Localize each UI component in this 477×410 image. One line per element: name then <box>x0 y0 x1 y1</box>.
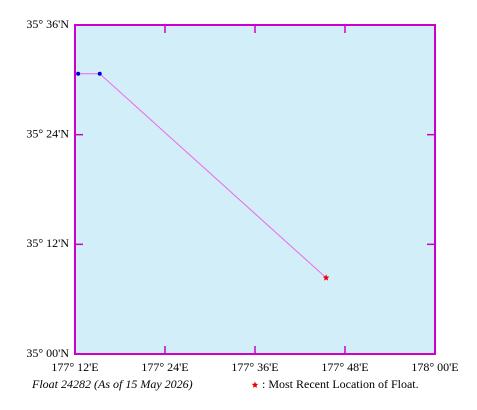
x-tick-label: 177° 12'E <box>51 360 98 374</box>
float-location <box>97 71 102 76</box>
x-tick-label: 178° 00'E <box>411 360 458 374</box>
latest-location <box>322 274 330 281</box>
y-tick-label: 35° 12'N <box>26 236 69 250</box>
y-tick-label: 35° 00'N <box>26 346 69 360</box>
x-tick-label: 177° 48'E <box>321 360 368 374</box>
legend-star <box>251 381 259 388</box>
plot-area <box>74 24 436 355</box>
x-tick-label: 177° 36'E <box>231 360 278 374</box>
y-tick-label: 35° 36'N <box>26 17 69 31</box>
x-tick-label: 177° 24'E <box>141 360 188 374</box>
legend-label: : Most Recent Location of Float. <box>262 377 419 391</box>
y-tick-label: 35° 24'N <box>26 126 69 140</box>
float-location <box>76 71 81 76</box>
caption: Float 24282 (As of 15 May 2026) <box>31 377 193 391</box>
